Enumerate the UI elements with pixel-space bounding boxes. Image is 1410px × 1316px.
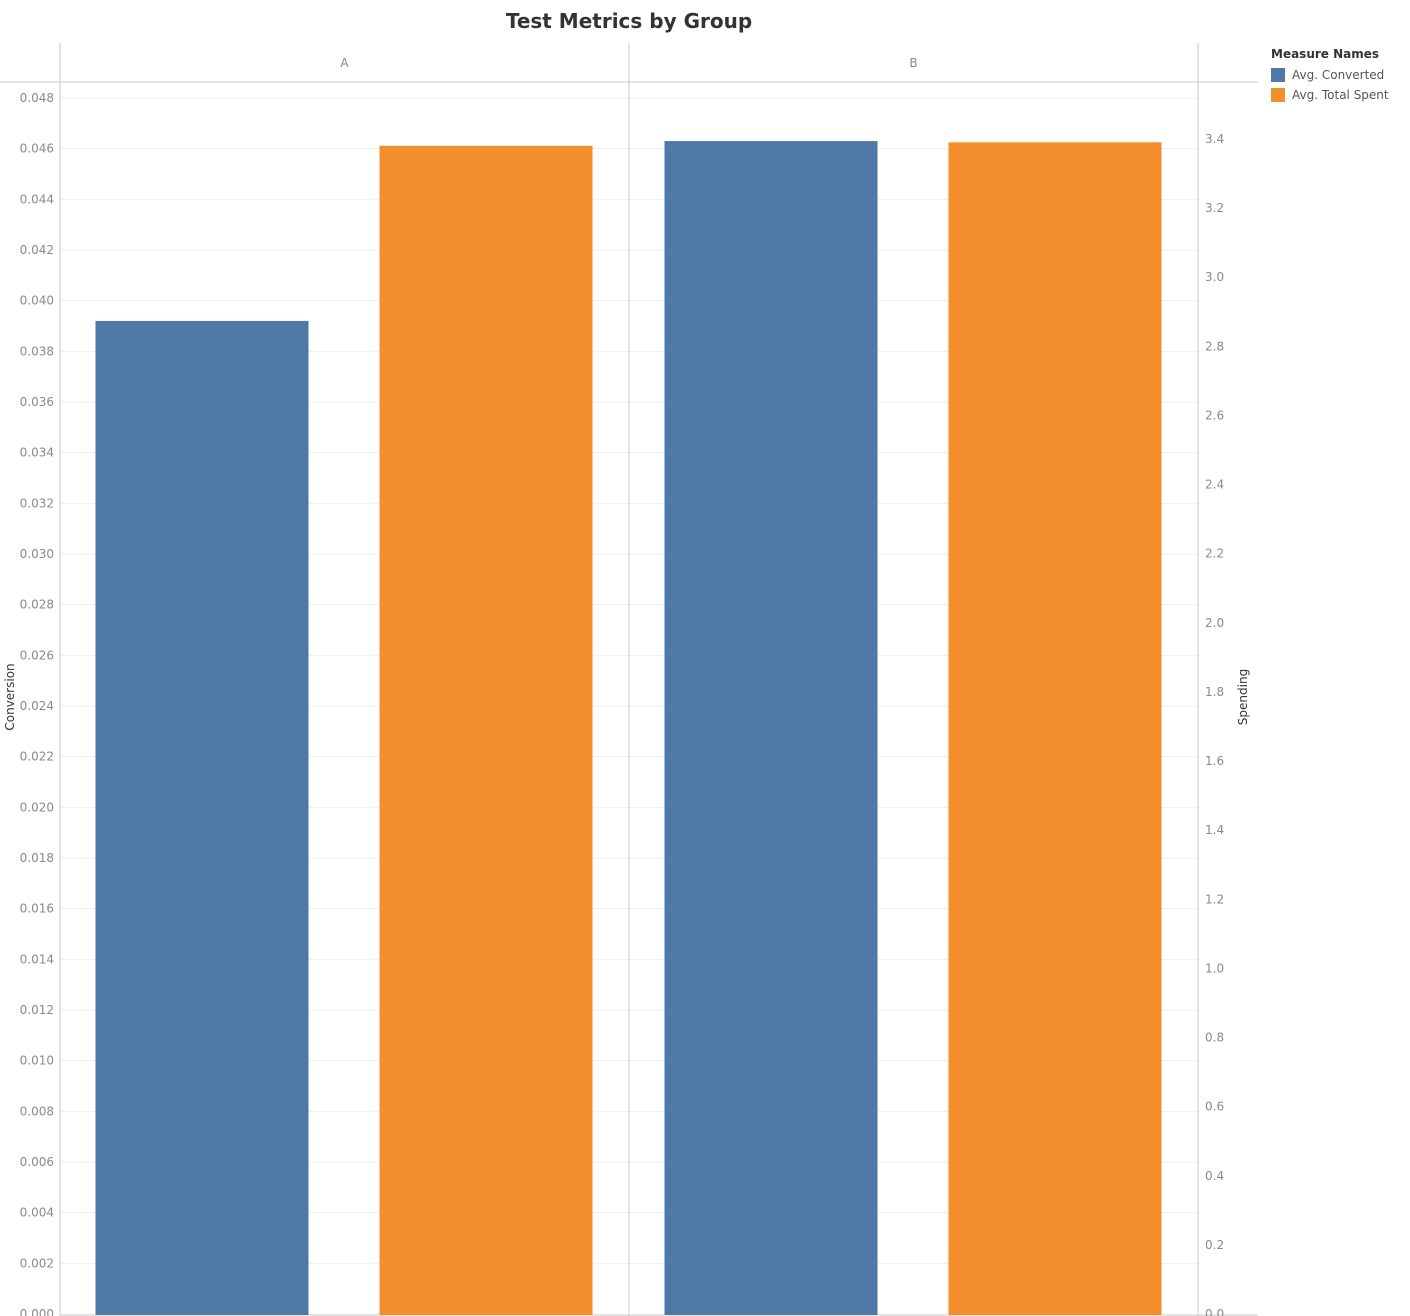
y2-tick-label-9: 1.8: [1205, 685, 1224, 699]
y-tick-label-19: 0.038: [20, 344, 54, 358]
legend-label-avg-converted: Avg. Converted: [1292, 68, 1385, 82]
legend-label-avg-total-spent: Avg. Total Spent: [1292, 88, 1389, 102]
y-tick-label-10: 0.020: [20, 800, 54, 814]
y-tick-label-2: 0.004: [20, 1206, 54, 1220]
y2-tick-label-12: 2.4: [1205, 478, 1224, 492]
y-tick-label-3: 0.006: [20, 1155, 54, 1169]
bar-avg-converted-b: [664, 141, 878, 1316]
y-tick-label-16: 0.032: [20, 496, 54, 510]
y2-axis-title: Spending: [1236, 669, 1250, 725]
y-tick-label-4: 0.008: [20, 1104, 54, 1118]
chart-title: Test Metrics by Group: [506, 9, 752, 33]
y-tick-label-6: 0.012: [20, 1003, 54, 1017]
y2-tick-label-0: 0.0: [1205, 1307, 1224, 1316]
y-tick-label-18: 0.036: [20, 395, 54, 409]
legend-swatch-avg-converted: [1271, 68, 1285, 82]
legend-item-avg-converted[interactable]: Avg. Converted: [1271, 65, 1389, 85]
legend-swatch-avg-total-spent: [1271, 88, 1285, 102]
y2-tick-label-5: 1.0: [1205, 961, 1224, 975]
y-tick-label-12: 0.024: [20, 699, 54, 713]
y-tick-label-9: 0.018: [20, 851, 54, 865]
y-tick-label-20: 0.040: [20, 294, 54, 308]
y2-tick-label-8: 1.6: [1205, 754, 1224, 768]
y-tick-label-11: 0.022: [20, 750, 54, 764]
y2-tick-label-6: 1.2: [1205, 892, 1224, 906]
y2-tick-label-10: 2.0: [1205, 616, 1224, 630]
y-tick-label-7: 0.014: [20, 952, 54, 966]
y2-tick-label-1: 0.2: [1205, 1238, 1224, 1252]
y-tick-label-0: 0.000: [20, 1307, 54, 1316]
y2-tick-label-3: 0.6: [1205, 1100, 1224, 1114]
y-tick-label-1: 0.002: [20, 1256, 54, 1270]
legend-title: Measure Names: [1271, 47, 1380, 61]
bar-avg-converted-a: [95, 320, 309, 1315]
legend-item-avg-total-spent[interactable]: Avg. Total Spent: [1271, 85, 1389, 105]
y2-tick-label-15: 3.0: [1205, 270, 1224, 284]
category-label-a: A: [340, 56, 349, 70]
y-tick-label-17: 0.034: [20, 446, 54, 460]
category-label-b: B: [909, 56, 917, 70]
y-tick-label-14: 0.028: [20, 598, 54, 612]
y-tick-label-21: 0.042: [20, 243, 54, 257]
y2-tick-label-16: 3.2: [1205, 201, 1224, 215]
y-tick-label-5: 0.010: [20, 1054, 54, 1068]
y-tick-label-15: 0.030: [20, 547, 54, 561]
y2-tick-label-13: 2.6: [1205, 408, 1224, 422]
bar-avg-total-spent-a: [379, 145, 593, 1316]
y2-tick-label-14: 2.8: [1205, 339, 1224, 353]
y-tick-label-24: 0.048: [20, 91, 54, 105]
y-tick-label-23: 0.046: [20, 142, 54, 156]
legend: Measure Names Avg. Converted Avg. Total …: [1271, 47, 1389, 105]
y2-tick-label-17: 3.4: [1205, 132, 1224, 146]
y-tick-label-13: 0.026: [20, 648, 54, 662]
bar-avg-total-spent-b: [948, 142, 1162, 1315]
y2-tick-label-11: 2.2: [1205, 547, 1224, 561]
y-axis-title: Conversion: [3, 663, 17, 730]
y-tick-label-8: 0.016: [20, 902, 54, 916]
y2-tick-label-2: 0.4: [1205, 1169, 1224, 1183]
y2-tick-label-4: 0.8: [1205, 1031, 1224, 1045]
y-tick-label-22: 0.044: [20, 192, 54, 206]
y2-tick-label-7: 1.4: [1205, 823, 1224, 837]
